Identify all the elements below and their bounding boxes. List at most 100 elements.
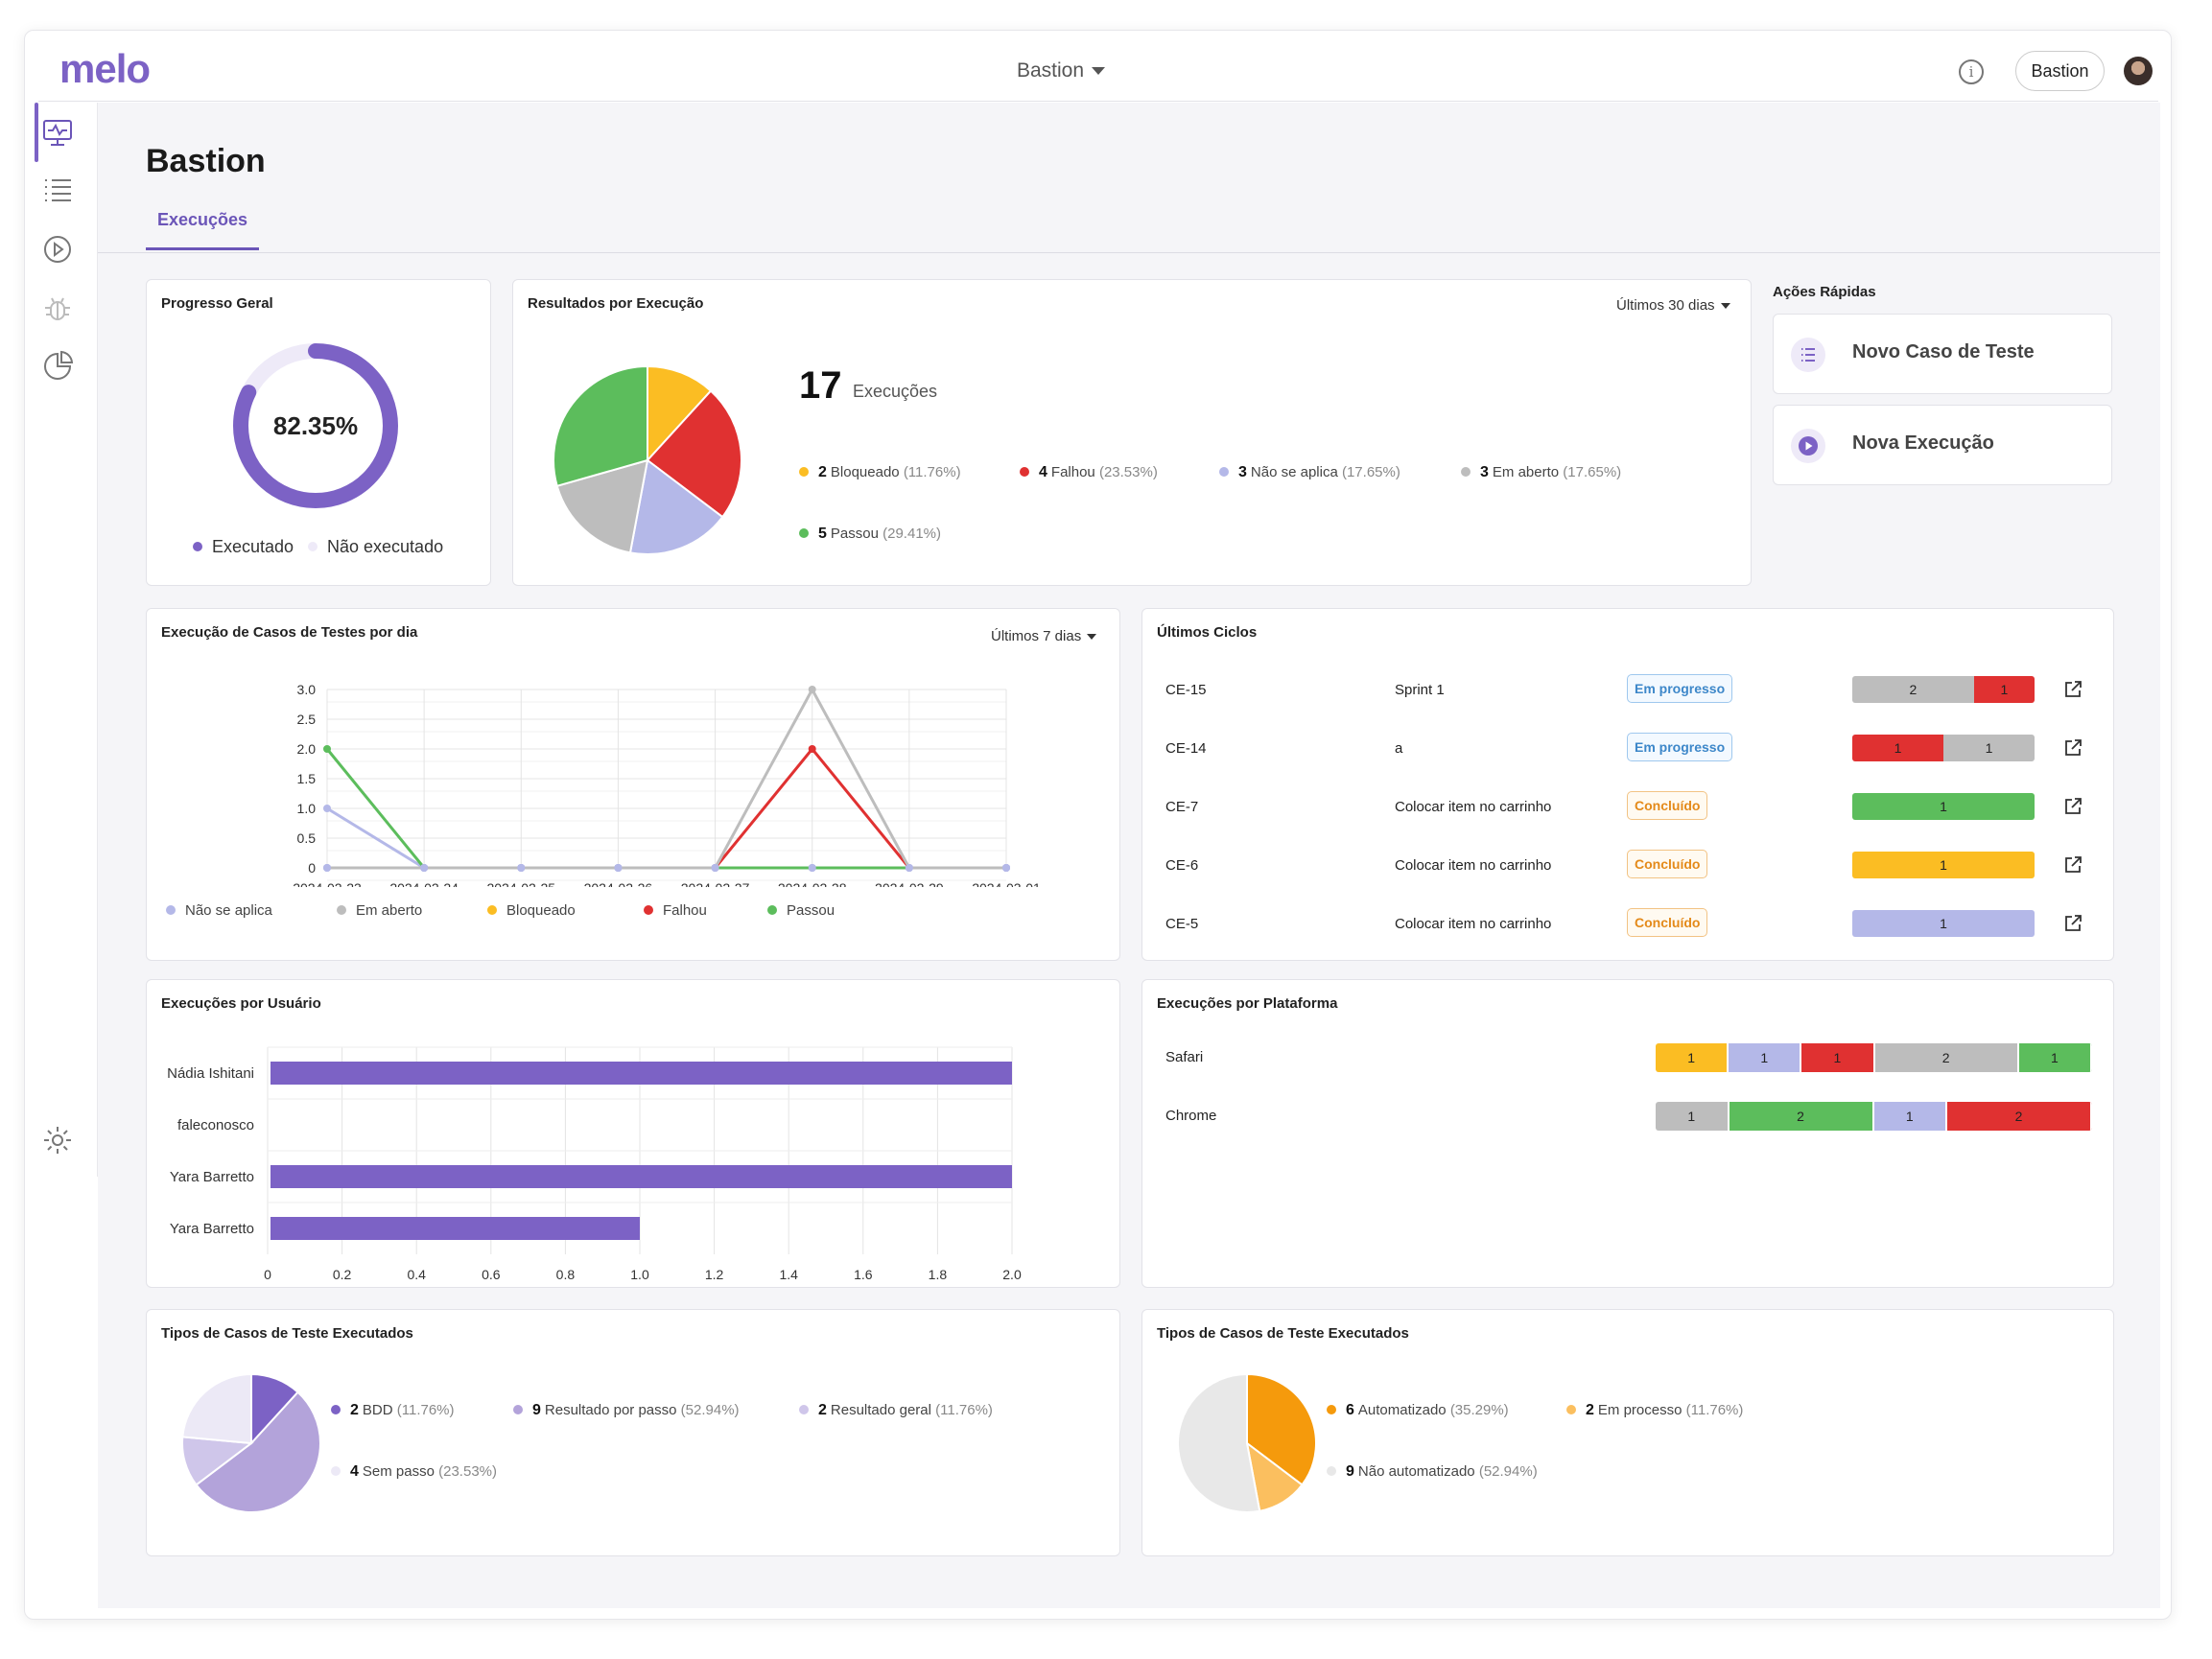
status-badge: Concluído [1627,791,1708,820]
results-legend-nao-se-aplica: 3 Não se aplica (17.65%) [1219,464,1400,481]
cycle-row[interactable]: CE-15 Sprint 1 Em progresso 2 1 [1142,672,2113,711]
result-segment: 2 [1947,1102,2092,1131]
cycle-row[interactable]: CE-7 Colocar item no carrinho Concluído 1 [1142,789,2113,828]
by-user-title: Execuções por Usuário [161,995,321,1012]
pie-slice-automatizado [1246,1372,1317,1486]
pie-slice-não-automatizado [1177,1372,1261,1513]
new-execution-button[interactable]: Nova Execução [1773,405,2112,485]
x-tick-label: 2024-03-01 [972,880,1041,887]
external-link-icon[interactable] [2063,855,2083,875]
x-tick-label: 2024-02-27 [681,880,750,887]
daily-period-dropdown[interactable]: Últimos 7 dias [991,628,1097,644]
series-point [517,864,526,872]
x-tick-label: 1.0 [630,1267,649,1282]
results-card: Resultados por Execução Últimos 30 dias … [512,279,1752,586]
info-icon[interactable]: i [1959,59,1984,84]
app-window: melo Bastion i Bastion Bastion Execuções… [24,30,2172,1620]
result-segment: 1 [1729,1043,1802,1072]
progress-card: Progresso Geral 82.35% Executado Não exe… [146,279,491,586]
types-2-legend-nao-automatizado: 9 Não automatizado (52.94%) [1327,1463,1538,1481]
gear-icon[interactable] [39,1122,76,1158]
nav-active-indicator [35,103,38,162]
bar [271,1165,1012,1188]
result-segment: 1 [1852,852,2035,878]
daily-legend-item: Falhou [644,902,707,919]
types-2-label-nao-automatizado: Não automatizado [1357,1463,1475,1480]
series-point [420,864,429,872]
results-count-falhou: 4 [1039,464,1047,480]
legend-label: Em aberto [356,902,423,919]
results-count-em-aberto: 3 [1480,464,1489,480]
external-link-icon[interactable] [2063,914,2083,933]
types-2-count-nao-automatizado: 9 [1346,1463,1354,1480]
x-tick-label: 1.8 [929,1267,948,1282]
pie-slice-passou [553,364,648,488]
types-1-legend-sem-passo: 4 Sem passo (23.53%) [331,1463,497,1481]
types-1-legend-bdd: 2 BDD (11.76%) [331,1402,455,1419]
new-execution-label: Nova Execução [1852,432,1994,454]
new-test-case-button[interactable]: Novo Caso de Teste [1773,314,2112,394]
legend-label: Falhou [663,902,707,919]
legend-executado: Executado [193,537,294,557]
external-link-icon[interactable] [2063,797,2083,816]
x-tick-label: 1.6 [854,1267,873,1282]
cycle-name: Colocar item no carrinho [1395,857,1552,874]
project-selector[interactable]: Bastion [1017,59,1106,82]
types-1-legend-resultado-passo: 9 Resultado por passo (52.94%) [513,1402,740,1419]
results-period-dropdown[interactable]: Últimos 30 dias [1616,297,1730,314]
x-tick-label: 2024-02-28 [778,880,847,887]
play-icon [1791,429,1825,463]
external-link-icon[interactable] [2063,680,2083,699]
project-selector-label: Bastion [1017,59,1085,82]
types-1-count-sem-passo: 4 [350,1463,359,1480]
results-pct-bloqueado: (11.76%) [903,464,961,480]
cycle-row[interactable]: CE-6 Colocar item no carrinho Concluído 1 [1142,848,2113,886]
list-icon[interactable] [39,172,76,208]
result-segment: 1 [2018,1043,2092,1072]
sidebar [25,103,98,1177]
y-category-label: Yara Barretto [170,1221,254,1237]
results-legend-em-aberto: 3 Em aberto (17.65%) [1461,464,1621,481]
cycle-row[interactable]: CE-5 Colocar item no carrinho Concluído 1 [1142,906,2113,945]
x-tick-label: 0.2 [333,1267,352,1282]
series-point [808,745,816,753]
legend-label: Bloqueado [506,902,576,919]
app-logo[interactable]: melo [59,46,151,91]
x-tick-label: 2024-02-23 [293,880,362,887]
types-2-legend-em-processo: 2 Em processo (11.76%) [1566,1402,1743,1419]
results-legend-passou: 5 Passou (29.41%) [799,526,941,543]
user-button[interactable]: Bastion [2015,51,2105,91]
results-label-bloqueado: Bloqueado [830,464,900,480]
results-label-em-aberto: Em aberto [1492,464,1560,480]
x-tick-label: 0.8 [556,1267,576,1282]
play-circle-icon[interactable] [39,231,76,268]
bar [271,1217,640,1240]
x-tick-label: 0.6 [482,1267,501,1282]
types-card-1: Tipos de Casos de Teste Executados 2 BDD … [146,1309,1120,1556]
pie-chart-icon[interactable] [39,348,76,385]
avatar[interactable] [2124,57,2153,85]
result-segment: 1 [1852,793,2035,820]
monitor-icon[interactable] [39,114,76,151]
platform-name: Chrome [1165,1108,1217,1124]
results-pie-chart [553,364,742,555]
legend-label: Não se aplica [185,902,272,919]
types-2-pct-nao-automatizado: (52.94%) [1478,1463,1538,1480]
legend-dot [767,905,777,916]
bug-icon[interactable] [39,291,76,327]
status-badge: Concluído [1627,908,1708,937]
tab-execucoes[interactable]: Execuções [146,208,259,250]
y-tick-label: 0 [308,860,316,876]
external-link-icon[interactable] [2063,738,2083,758]
series-line-em-aberto [327,686,1006,870]
new-test-case-label: Novo Caso de Teste [1852,341,2035,362]
x-tick-label: 2024-02-26 [584,880,653,887]
series-point [323,864,331,872]
cycle-row[interactable]: CE-14 a Em progresso 1 1 [1142,731,2113,769]
types-1-count-resultado-geral: 2 [818,1402,827,1418]
progress-title: Progresso Geral [161,295,273,312]
series-point [614,864,623,872]
pie-slice-falhou [646,389,742,519]
types-1-pct-bdd: (11.76%) [396,1402,455,1418]
